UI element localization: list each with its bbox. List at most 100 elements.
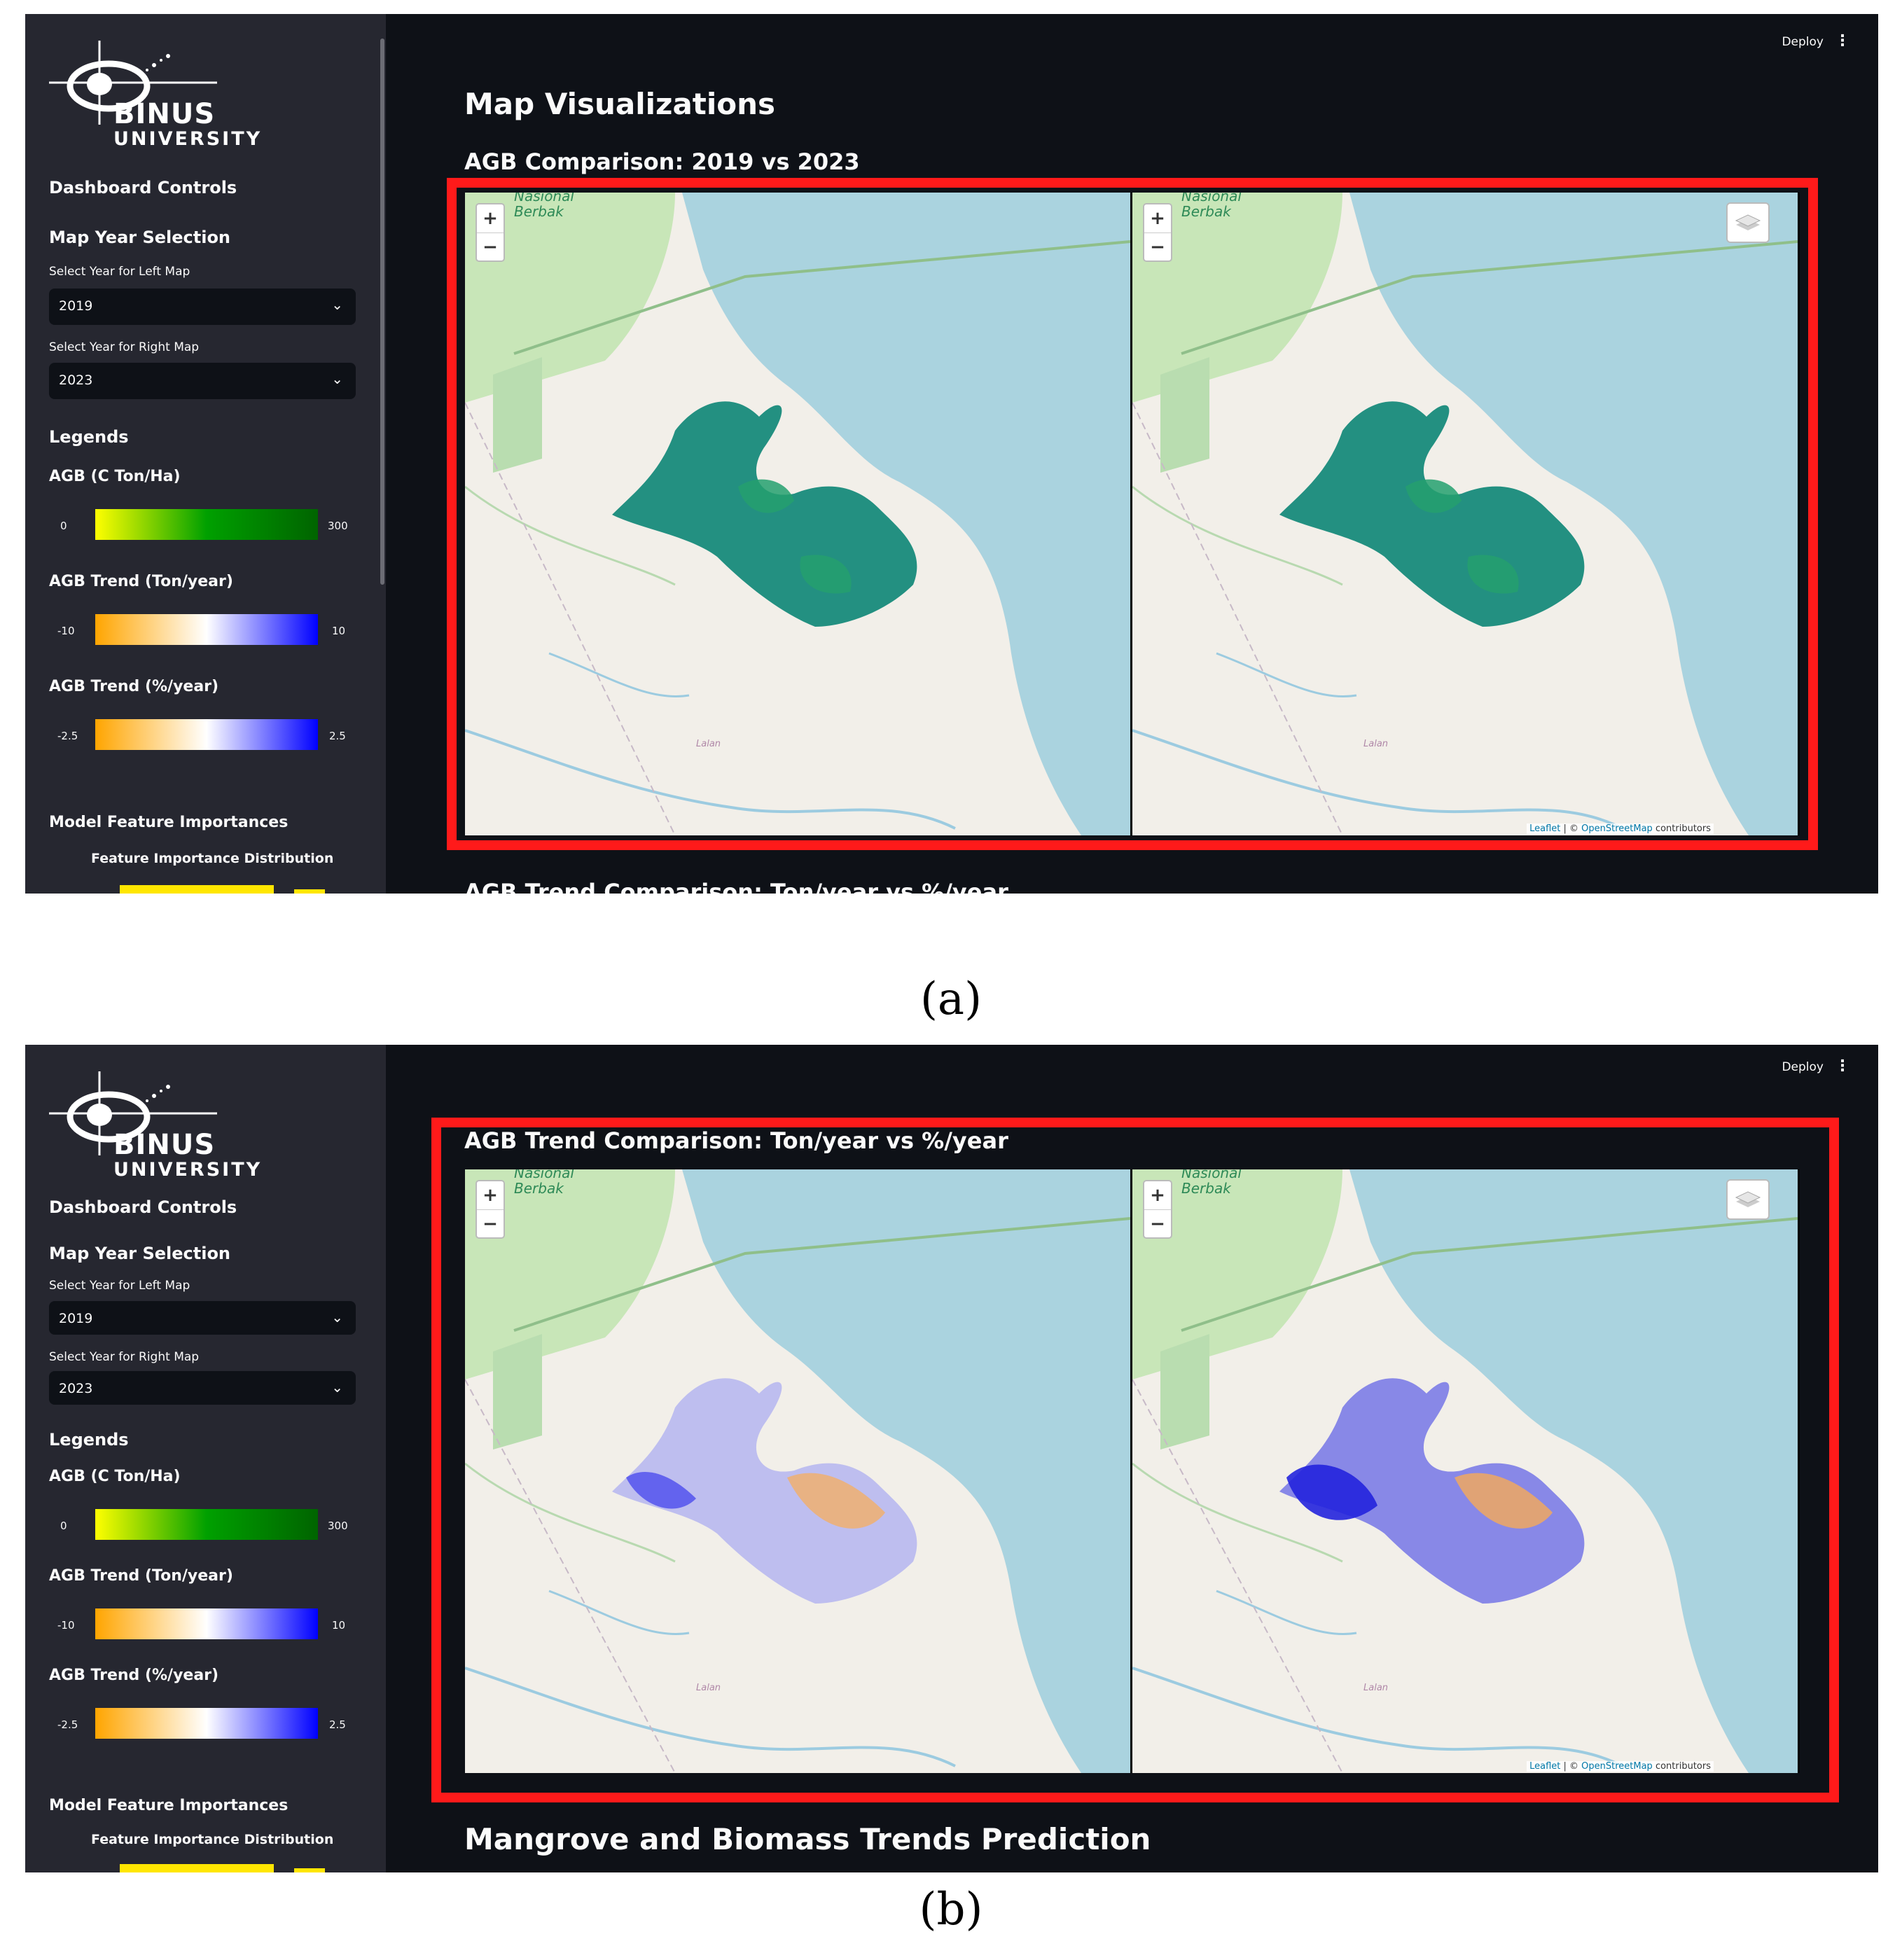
screenshot-a: BINUS UNIVERSITY Dashboard Controls Map … — [25, 14, 1878, 894]
right-year-select[interactable]: 2023 ⌄ — [49, 363, 356, 399]
leaflet-link: Leaflet — [1529, 823, 1561, 834]
chevron-down-icon: ⌄ — [331, 296, 343, 313]
binus-logo: BINUS UNIVERSITY — [49, 1071, 280, 1190]
page-heading: Map Visualizations — [464, 87, 776, 121]
right-year-value: 2023 — [59, 373, 93, 388]
caption-b: (b) — [919, 1884, 983, 1935]
map-town-label: Lalan — [696, 739, 721, 749]
feature-bar — [120, 885, 274, 894]
map-town-label: Lalan — [1363, 739, 1389, 749]
right-year-label: Select Year for Right Map — [49, 340, 200, 354]
map-town-label: Lalan — [696, 1683, 721, 1693]
legend-trend-ton-title: AGB Trend (Ton/year) — [49, 573, 233, 590]
right-map[interactable]: Nasional Berbak Lalan + − Leaflet | © Open… — [1132, 193, 1798, 835]
map-attribution: Leaflet | © OpenStreetMap contributors — [1527, 1761, 1714, 1772]
legends-heading: Legends — [49, 1430, 129, 1450]
layers-control-icon[interactable] — [1726, 1179, 1770, 1220]
legend-trend-pct-max: 2.5 — [329, 1718, 346, 1731]
map-year-selection-heading: Map Year Selection — [49, 228, 231, 247]
left-year-select[interactable]: 2019 ⌄ — [49, 1301, 356, 1335]
feature-bar — [120, 1864, 274, 1872]
zoom-out-button[interactable]: − — [483, 237, 498, 258]
map-pair: Nasional Berbak Lalan + − Nasional Berbak L… — [465, 1169, 1800, 1773]
zoom-control: + − — [1143, 1180, 1172, 1239]
sidebar: BINUS UNIVERSITY Dashboard Controls Map … — [25, 14, 386, 894]
highlight-box — [447, 178, 1818, 850]
zoom-out-button[interactable]: − — [1150, 1214, 1165, 1235]
chevron-down-icon: ⌄ — [331, 370, 343, 387]
left-year-select[interactable]: 2019 ⌄ — [49, 289, 356, 325]
legend-trend-pct-min: -2.5 — [57, 1718, 78, 1731]
legend-trend-pct-min: -2.5 — [57, 730, 78, 742]
zoom-control: + − — [475, 1180, 505, 1239]
next-section-heading: AGB Trend Comparison: Ton/year vs %/year — [464, 879, 1008, 894]
legend-agb-title: AGB (C Ton/Ha) — [49, 1468, 181, 1485]
legend-agb-title: AGB (C Ton/Ha) — [49, 468, 181, 485]
map-pair: Nasional Berbak Lalan + − Nasional Berbak L… — [465, 193, 1800, 835]
legend-agb-min: 0 — [60, 1520, 67, 1532]
zoom-out-button[interactable]: − — [483, 1214, 498, 1235]
deploy-button[interactable]: Deploy — [1782, 1060, 1824, 1074]
legends-heading: Legends — [49, 427, 129, 447]
model-feature-heading: Model Feature Importances — [49, 814, 289, 831]
caption-a: (a) — [919, 973, 983, 1025]
left-year-value: 2019 — [59, 1311, 93, 1326]
right-year-label: Select Year for Right Map — [49, 1350, 200, 1364]
map-place-label: Nasional Berbak — [514, 1169, 574, 1197]
map-town-label: Lalan — [1363, 1683, 1389, 1693]
legend-agb-max: 300 — [328, 520, 348, 532]
left-year-label: Select Year for Left Map — [49, 265, 190, 279]
legend-trend-pct-gradient — [95, 719, 318, 750]
logo-emblem-icon — [49, 1071, 217, 1155]
legend-trend-ton-min: -10 — [57, 1619, 75, 1632]
zoom-out-button[interactable]: − — [1150, 237, 1165, 258]
layers-control-icon[interactable] — [1726, 202, 1770, 243]
logo-text-university: UNIVERSITY — [113, 1159, 263, 1181]
section-heading: AGB Trend Comparison: Ton/year vs %/year — [464, 1127, 1008, 1154]
binus-logo: BINUS UNIVERSITY — [49, 41, 280, 160]
left-map[interactable]: Nasional Berbak Lalan + − — [465, 193, 1130, 835]
feature-distribution-title: Feature Importance Distribution — [91, 1832, 334, 1847]
feature-bar — [294, 889, 325, 894]
legend-trend-ton-max: 10 — [332, 1619, 346, 1632]
logo-text-binus: BINUS — [113, 98, 216, 130]
deploy-button[interactable]: Deploy — [1782, 35, 1824, 49]
logo-text-binus: BINUS — [113, 1129, 216, 1161]
model-feature-heading: Model Feature Importances — [49, 1797, 289, 1814]
legend-trend-ton-title: AGB Trend (Ton/year) — [49, 1567, 233, 1585]
map-attribution: Leaflet | © OpenStreetMap contributors — [1527, 823, 1714, 834]
zoom-control: + − — [475, 203, 505, 262]
chevron-down-icon: ⌄ — [331, 1379, 343, 1396]
osm-link: OpenStreetMap — [1581, 1761, 1653, 1772]
osm-link: OpenStreetMap — [1581, 823, 1653, 834]
left-map[interactable]: Nasional Berbak Lalan + − — [465, 1169, 1130, 1773]
kebab-menu-icon[interactable]: ⋮ — [1835, 32, 1850, 50]
legend-trend-ton-gradient — [95, 614, 318, 645]
sidebar-scrollbar[interactable] — [380, 39, 384, 585]
zoom-in-button[interactable]: + — [477, 1181, 504, 1210]
kebab-menu-icon[interactable]: ⋮ — [1835, 1057, 1850, 1075]
legend-agb-max: 300 — [328, 1520, 348, 1532]
section-heading: AGB Comparison: 2019 vs 2023 — [464, 148, 860, 175]
zoom-in-button[interactable]: + — [1144, 204, 1171, 233]
legend-trend-pct-title: AGB Trend (%/year) — [49, 1667, 219, 1684]
map-place-label: Nasional Berbak — [1181, 1169, 1242, 1197]
legend-trend-pct-max: 2.5 — [329, 730, 346, 742]
map-place-label: Nasional Berbak — [1181, 193, 1242, 220]
logo-emblem-icon — [49, 41, 217, 125]
screenshot-b: BINUS UNIVERSITY Dashboard Controls Map … — [25, 1045, 1878, 1872]
right-year-select[interactable]: 2023 ⌄ — [49, 1371, 356, 1405]
map-place-label: Nasional Berbak — [514, 193, 574, 220]
logo-text-university: UNIVERSITY — [113, 128, 263, 150]
legend-trend-ton-max: 10 — [332, 625, 346, 637]
zoom-in-button[interactable]: + — [477, 204, 504, 233]
left-year-label: Select Year for Left Map — [49, 1279, 190, 1293]
left-year-value: 2019 — [59, 298, 93, 314]
legend-trend-ton-min: -10 — [57, 625, 75, 637]
highlight-box — [431, 1118, 1839, 1802]
next-section-heading: Mangrove and Biomass Trends Prediction — [464, 1822, 1151, 1856]
legend-agb-gradient — [95, 1509, 318, 1540]
zoom-in-button[interactable]: + — [1144, 1181, 1171, 1210]
right-map[interactable]: Nasional Berbak Lalan + − Leaflet | © Open… — [1132, 1169, 1798, 1773]
chevron-down-icon: ⌄ — [331, 1309, 343, 1326]
